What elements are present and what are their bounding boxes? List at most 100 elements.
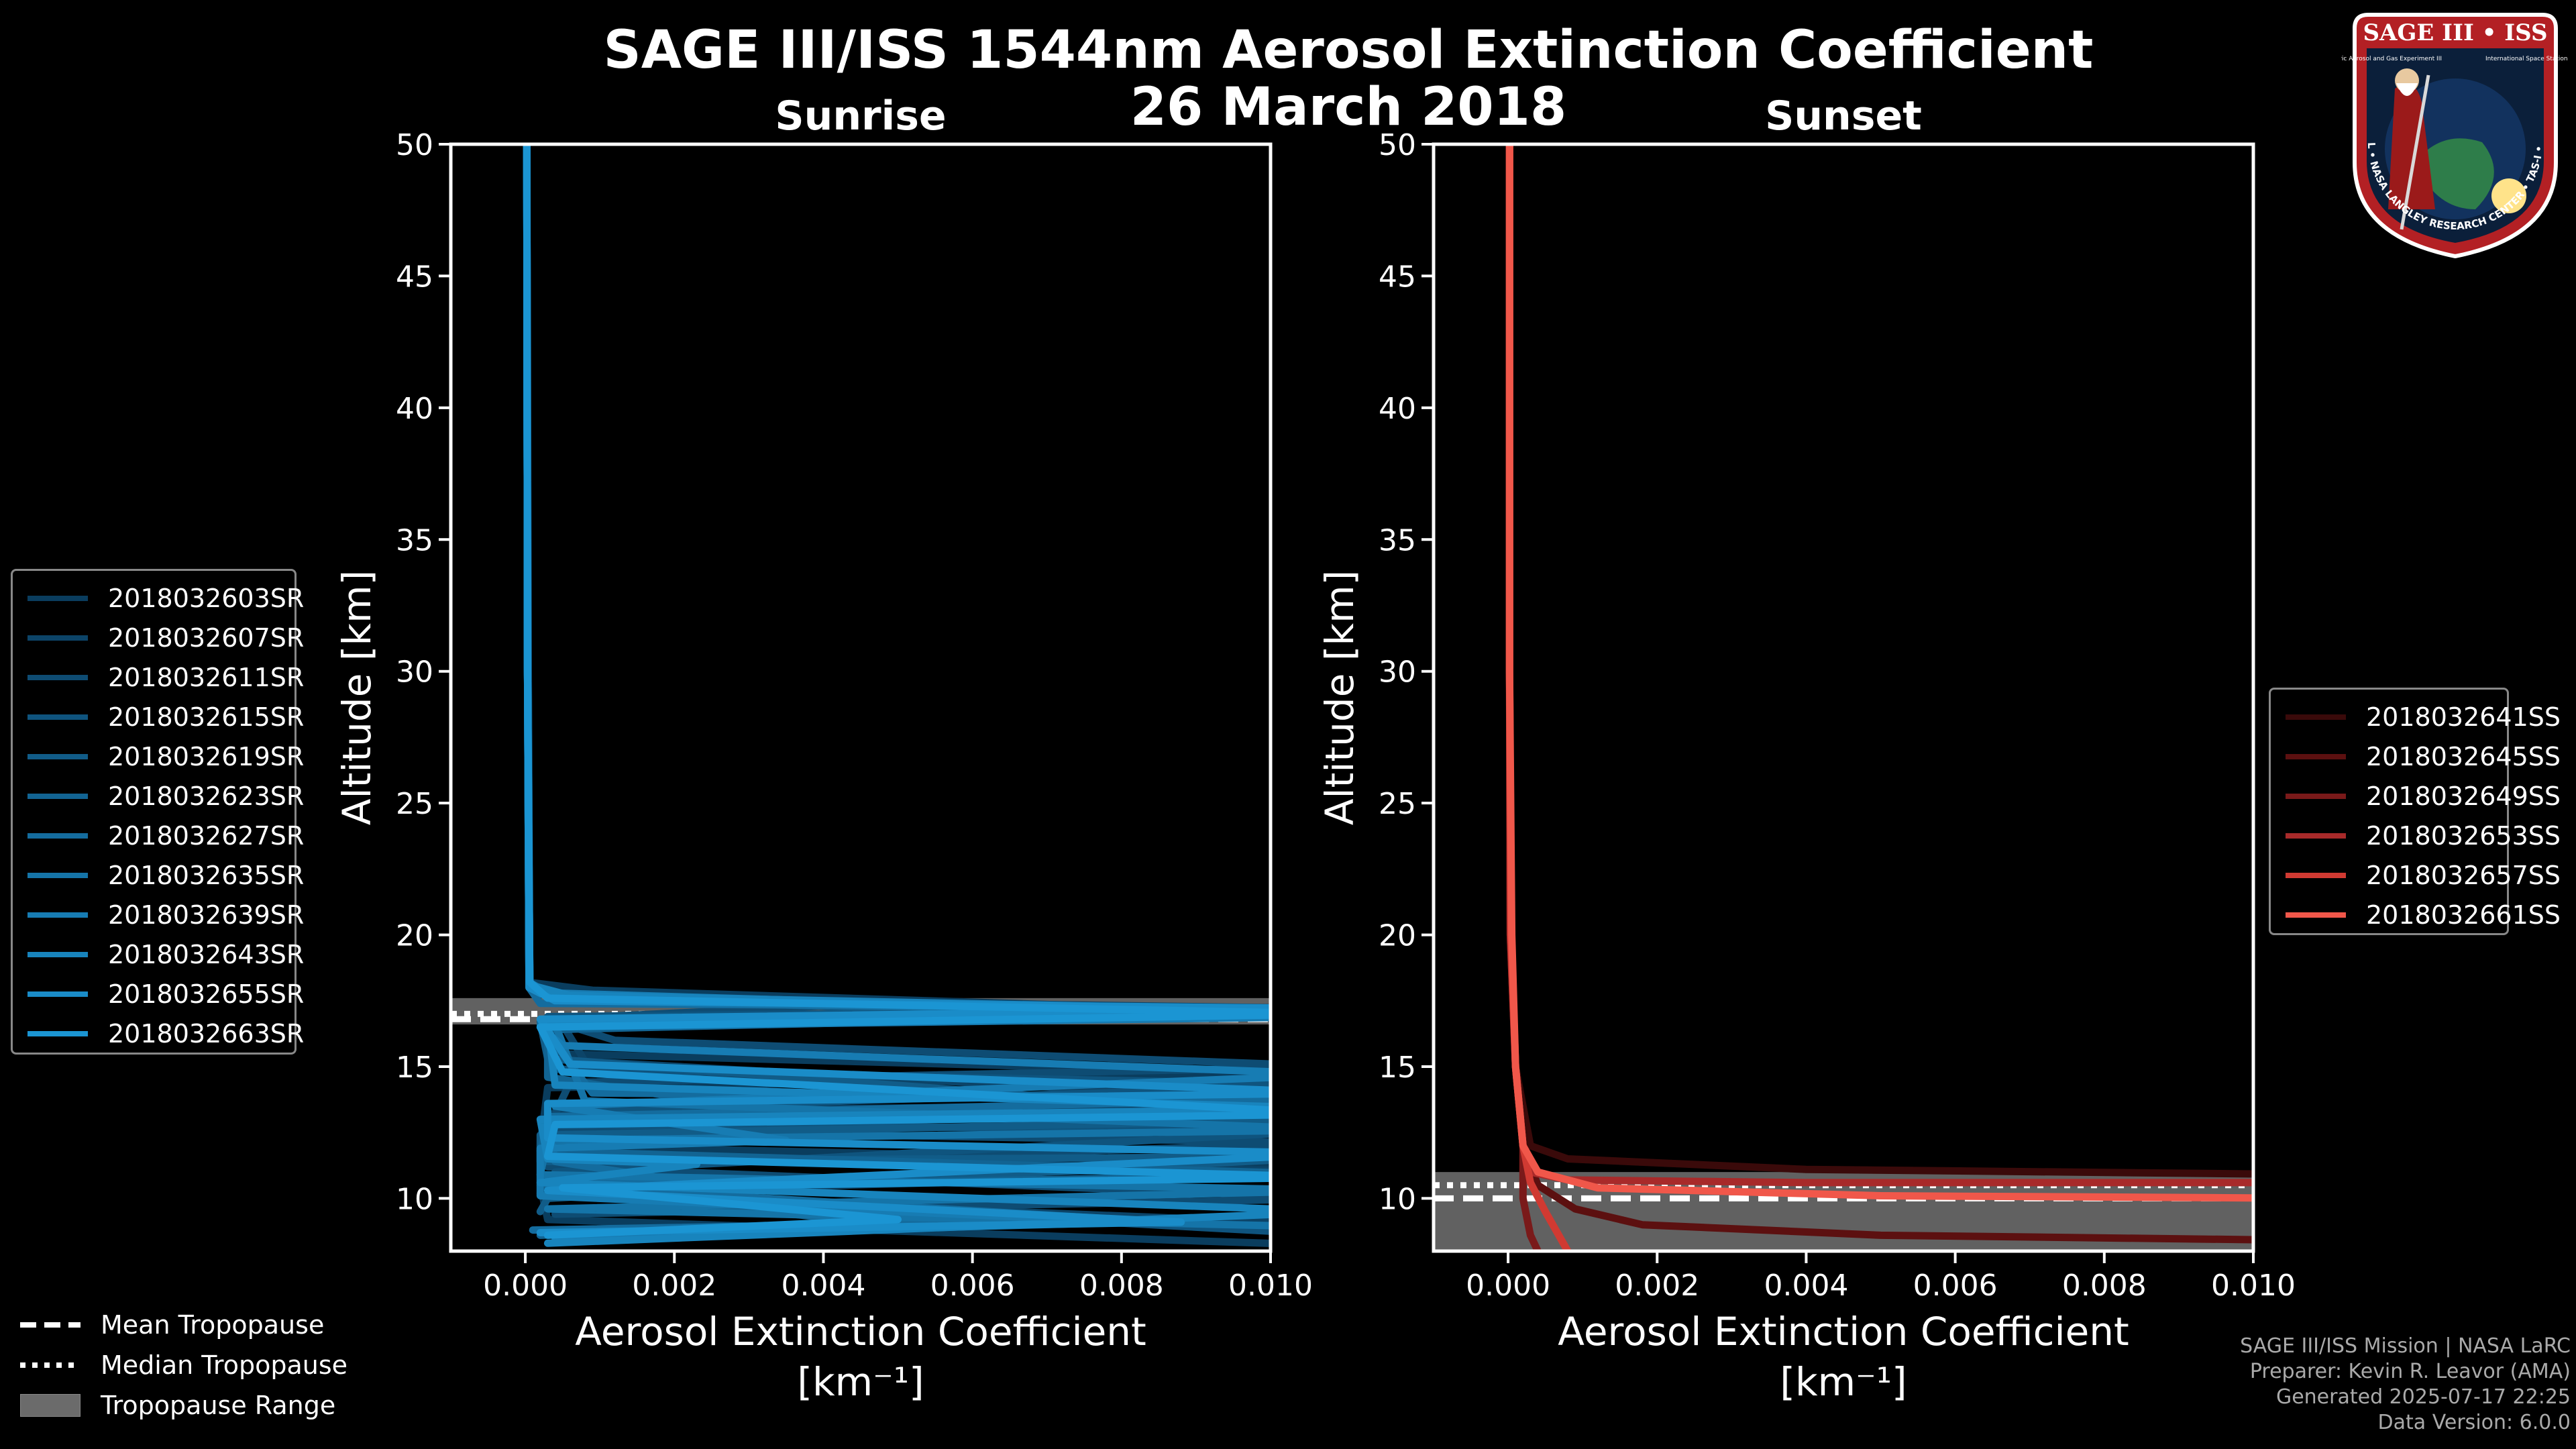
sunset-xtick-label-1: 0.002 [1615, 1269, 1699, 1303]
sunset-xtick-label-5: 0.010 [2211, 1269, 2296, 1303]
sunrise-xtick-label-2: 0.004 [781, 1269, 865, 1303]
logo-iss-subtitle: International Space Station [2485, 56, 2568, 62]
legend-median-label: Median Tropopause [101, 1350, 347, 1380]
legend-item-2018032635SR: 2018032635SR [13, 856, 304, 895]
footer-version: Data Version: 6.0.0 [2377, 1411, 2571, 1434]
legend-swatch [28, 952, 88, 957]
legend-item-2018032639SR: 2018032639SR [13, 896, 304, 934]
legend-label: 2018032661SS [2366, 900, 2561, 930]
sunset-plot-area [1434, 144, 2253, 1251]
legend-item-2018032643SR: 2018032643SR [13, 935, 304, 974]
series-line-2018032663SR [523, 144, 1271, 1239]
legend-label: 2018032615SR [108, 702, 305, 732]
legend-label: 2018032657SS [2366, 861, 2561, 890]
sunrise-ytick-label-35: 35 [396, 523, 433, 557]
legend-swatch [28, 794, 88, 799]
sunrise-legend: 2018032603SR 2018032607SR 2018032611SR 2018… [11, 569, 304, 1055]
sunrise-xtick-label-0: 0.000 [483, 1269, 568, 1303]
sunset-ytick-label-25: 25 [1379, 787, 1416, 821]
legend-swatch [28, 912, 88, 918]
series-line-2018032661SS [1505, 144, 2253, 1202]
sunset-xtick-label-4: 0.008 [2062, 1269, 2147, 1303]
sunset-ytick-label-40: 40 [1379, 392, 1416, 426]
footer-mission: SAGE III/ISS Mission | NASA LaRC [2240, 1334, 2571, 1358]
legend-item-2018032655SR: 2018032655SR [13, 975, 304, 1014]
legend-item-2018032607SR: 2018032607SR [13, 619, 304, 657]
legend-label: 2018032655SR [108, 979, 305, 1009]
sunrise-ytick-label-30: 30 [396, 655, 433, 690]
legend-label: 2018032649SS [2366, 782, 2561, 811]
legend-swatch [28, 635, 88, 641]
legend-swatch [28, 833, 88, 839]
sunset-xlabel: Aerosol Extinction Coefficient [1558, 1309, 2129, 1354]
legend-item-2018032619SR: 2018032619SR [13, 737, 304, 776]
legend-label: 2018032645SS [2366, 742, 2561, 771]
legend-label: 2018032639SR [108, 900, 305, 930]
sunrise-ytick-label-15: 15 [396, 1051, 433, 1085]
sunset-ytick-label-10: 10 [1379, 1182, 1416, 1216]
legend-swatch [28, 596, 88, 601]
legend-tropopause-range: Tropopause Range [20, 1385, 347, 1426]
logo-sage-subtitle: Stratospheric Aerosol and Gas Experiment… [2341, 56, 2442, 62]
sunrise-ytick-label-45: 45 [396, 260, 433, 294]
sunset-ytick-label-35: 35 [1379, 523, 1416, 557]
footer-generated: Generated 2025-07-17 22:25 [2275, 1385, 2571, 1409]
sunset-ytick-label-45: 45 [1379, 260, 1416, 294]
sunset-ytick-label-15: 15 [1379, 1051, 1416, 1085]
legend-swatch [2286, 912, 2346, 918]
sunrise-axes-frame [449, 142, 1273, 1253]
sunset-xtick-label-0: 0.000 [1466, 1269, 1550, 1303]
sunrise-ylabel: Altitude [km] [334, 570, 380, 825]
sunset-subtitle: Sunset [1765, 93, 1922, 140]
legend-label: 2018032623SR [108, 782, 305, 811]
sunrise-ytick-label-50: 50 [396, 128, 433, 162]
sunset-axes-frame [1432, 142, 2255, 1253]
legend-mean-tropopause: Mean Tropopause [20, 1305, 347, 1345]
legend-swatch [2286, 714, 2346, 720]
legend-swatch [28, 675, 88, 680]
footer-preparer: Preparer: Kevin R. Leavor (AMA) [2249, 1360, 2571, 1383]
sunset-ytick-label-20: 20 [1379, 919, 1416, 953]
legend-label: 2018032627SR [108, 821, 305, 851]
logo-title: SAGE III • ISS [2363, 19, 2547, 46]
legend-item-2018032611SR: 2018032611SR [13, 658, 304, 697]
chart-title: SAGE III/ISS 1544nm Aerosol Extinction C… [603, 20, 2094, 80]
sunset-xtick-label-2: 0.004 [1764, 1269, 1848, 1303]
legend-range-label: Tropopause Range [101, 1391, 336, 1420]
sunset-ylabel: Altitude [km] [1317, 570, 1362, 825]
legend-label: 2018032607SR [108, 623, 305, 653]
sunrise-subtitle: Sunrise [775, 93, 946, 140]
sunset-xtick-label-3: 0.006 [1913, 1269, 1998, 1303]
sunset-xlabel-units: [km⁻¹] [1780, 1359, 1907, 1405]
legend-swatch [2286, 754, 2346, 759]
legend-item-2018032645SS: 2018032645SS [2271, 737, 2561, 776]
sunset-ytick-label-30: 30 [1379, 655, 1416, 690]
sunrise-xlabel: Aerosol Extinction Coefficient [575, 1309, 1146, 1354]
legend-swatch [28, 991, 88, 997]
sunrise-ytick-label-20: 20 [396, 919, 433, 953]
legend-item-2018032653SS: 2018032653SS [2271, 816, 2561, 855]
legend-label: 2018032611SR [108, 663, 305, 692]
sunset-legend: 2018032641SS 2018032645SS 2018032649SS 2018… [2269, 688, 2561, 935]
sunrise-xtick-label-1: 0.002 [632, 1269, 716, 1303]
footer-credits: SAGE III/ISS Mission | NASA LaRC Prepare… [2240, 1334, 2571, 1436]
sunrise-plot-content [451, 144, 1271, 1247]
legend-item-2018032615SR: 2018032615SR [13, 698, 304, 737]
legend-swatch [2286, 794, 2346, 799]
sunset-plot-content [1434, 144, 2253, 1251]
legend-label: 2018032663SR [108, 1019, 305, 1049]
sunrise-panel: 10 15 20 25 30 35 40 45 50 0.000 0.002 0.004 0.006 0.… [334, 93, 1313, 1405]
legend-mean-label: Mean Tropopause [101, 1310, 325, 1340]
legend-label: 2018032641SS [2366, 702, 2561, 732]
legend-swatch [28, 1031, 88, 1036]
legend-swatch [28, 873, 88, 878]
legend-label: 2018032635SR [108, 861, 305, 890]
legend-item-2018032603SR: 2018032603SR [13, 579, 304, 618]
legend-item-2018032641SS: 2018032641SS [2271, 698, 2561, 737]
legend-item-2018032649SS: 2018032649SS [2271, 777, 2561, 816]
legend-item-2018032657SS: 2018032657SS [2271, 856, 2561, 895]
sunrise-ytick-label-10: 10 [396, 1182, 433, 1216]
legend-label: 2018032603SR [108, 584, 305, 613]
sunrise-xtick-label-3: 0.006 [930, 1269, 1015, 1303]
